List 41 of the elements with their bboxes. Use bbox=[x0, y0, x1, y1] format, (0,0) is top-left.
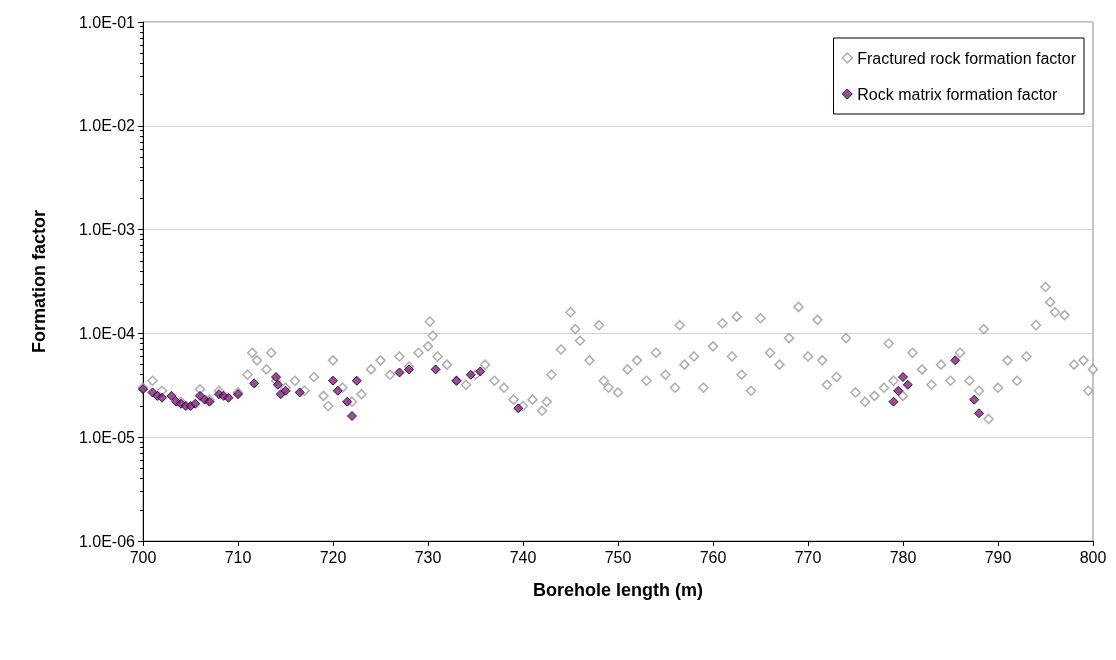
y-axis-title: Formation factor bbox=[29, 209, 49, 354]
point bbox=[950, 355, 961, 366]
x-tick-label: 710 bbox=[224, 548, 252, 566]
y-tick-label: 1.0E-01 bbox=[78, 13, 136, 31]
y-tick-label: 1.0E-06 bbox=[78, 532, 136, 550]
y-tick-label: 1.0E-05 bbox=[78, 428, 136, 446]
y-tick-label: 1.0E-04 bbox=[78, 324, 136, 342]
point bbox=[969, 394, 980, 405]
x-tick-label: 760 bbox=[699, 548, 727, 566]
point bbox=[190, 398, 201, 409]
point bbox=[271, 372, 281, 383]
x-tick-label: 750 bbox=[604, 548, 632, 566]
point bbox=[249, 378, 260, 389]
point bbox=[351, 375, 362, 386]
point bbox=[888, 396, 899, 407]
point bbox=[394, 367, 405, 378]
x-tick-label: 700 bbox=[129, 548, 157, 566]
x-tick-label: 740 bbox=[509, 548, 537, 566]
point bbox=[974, 408, 984, 419]
x-tick-label: 800 bbox=[1079, 548, 1107, 566]
x-tick-label: 770 bbox=[794, 548, 822, 566]
point bbox=[347, 411, 357, 422]
point bbox=[902, 379, 913, 390]
legend-label: Fractured rock formation factor bbox=[857, 49, 1077, 67]
legend-label: Rock matrix formation factor bbox=[857, 85, 1058, 103]
point bbox=[404, 364, 414, 375]
x-axis-title: Borehole length (m) bbox=[533, 580, 703, 600]
y-tick-label: 1.0E-03 bbox=[78, 221, 136, 239]
x-tick-label: 730 bbox=[414, 548, 442, 566]
point bbox=[272, 379, 283, 390]
point bbox=[475, 366, 486, 377]
point bbox=[898, 372, 908, 383]
x-tick-label: 790 bbox=[984, 548, 1012, 566]
point bbox=[328, 375, 338, 386]
point bbox=[465, 369, 476, 380]
x-tick-label: 780 bbox=[889, 548, 917, 566]
y-tick-label: 1.0E-02 bbox=[78, 117, 136, 135]
point bbox=[430, 364, 441, 375]
point bbox=[166, 390, 177, 401]
x-tick-label: 720 bbox=[319, 548, 347, 566]
point bbox=[223, 392, 234, 403]
